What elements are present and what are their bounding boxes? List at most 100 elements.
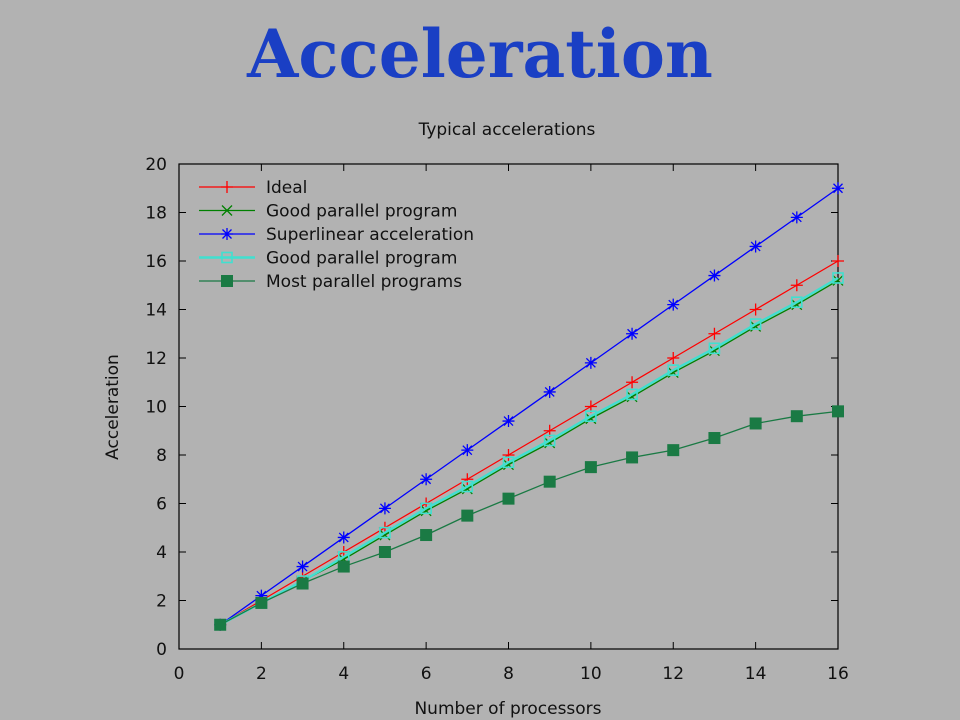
series-line bbox=[219, 187, 839, 626]
x-axis-label: Number of processors bbox=[414, 699, 601, 719]
legend-label: Ideal bbox=[266, 178, 307, 198]
legend-label: Most parallel programs bbox=[266, 272, 462, 292]
data-point bbox=[749, 303, 762, 316]
data-point bbox=[585, 410, 597, 423]
axes: 0 2 4 6 8 10 12 14 16 0 2 4 6 8 10 12 14 16 18 20 bbox=[145, 155, 848, 684]
series-line bbox=[219, 410, 839, 626]
series-5 bbox=[214, 405, 844, 631]
slide-title: Acceleration bbox=[247, 15, 713, 93]
data-point bbox=[255, 589, 268, 602]
data-point bbox=[461, 509, 474, 522]
series-layer bbox=[214, 182, 844, 631]
series-line bbox=[219, 260, 839, 626]
data-point bbox=[378, 502, 391, 515]
data-point bbox=[420, 473, 433, 486]
series-1 bbox=[214, 255, 844, 631]
y-tick-label: 14 bbox=[145, 301, 167, 321]
data-point bbox=[749, 318, 762, 330]
data-point bbox=[626, 327, 639, 340]
data-point bbox=[832, 255, 844, 267]
x-tick-label: 8 bbox=[503, 664, 514, 684]
y-tick-label: 10 bbox=[145, 398, 167, 418]
data-point bbox=[214, 618, 227, 631]
legend-marker bbox=[221, 228, 233, 240]
legend-marker bbox=[221, 275, 233, 287]
data-point bbox=[296, 577, 309, 590]
data-point bbox=[296, 560, 309, 573]
data-point bbox=[667, 364, 680, 376]
data-point bbox=[379, 526, 391, 539]
data-point bbox=[790, 279, 803, 292]
data-point bbox=[337, 560, 350, 573]
data-point bbox=[832, 182, 844, 195]
series-line bbox=[219, 276, 839, 626]
y-tick-label: 16 bbox=[145, 252, 167, 272]
data-point bbox=[626, 451, 639, 464]
data-point bbox=[667, 444, 680, 457]
legend-marker bbox=[221, 181, 233, 193]
data-point bbox=[337, 531, 350, 544]
legend-item: Superlinear acceleration bbox=[199, 225, 474, 245]
legend-label: Good parallel program bbox=[266, 249, 457, 269]
data-point bbox=[461, 473, 474, 486]
legend-marker bbox=[221, 251, 233, 264]
y-tick-label: 2 bbox=[156, 592, 167, 612]
data-point bbox=[584, 461, 597, 474]
x-tick-label: 6 bbox=[421, 664, 432, 684]
data-point bbox=[790, 211, 803, 224]
data-point bbox=[749, 240, 762, 253]
data-point bbox=[790, 410, 803, 423]
x-tick-label: 4 bbox=[338, 664, 349, 684]
legend-item: Ideal bbox=[199, 178, 307, 198]
data-point bbox=[543, 385, 556, 398]
x-tick-label: 12 bbox=[662, 664, 684, 684]
data-point bbox=[461, 444, 474, 457]
data-point bbox=[749, 417, 762, 430]
legend-item: Good parallel program bbox=[199, 249, 457, 269]
data-point bbox=[502, 449, 515, 461]
data-point bbox=[461, 480, 474, 493]
y-tick-label: 8 bbox=[156, 446, 167, 466]
data-point bbox=[502, 415, 515, 428]
legend-marker bbox=[221, 205, 233, 216]
x-tick-label: 14 bbox=[745, 664, 767, 684]
legend-item: Most parallel programs bbox=[199, 272, 462, 292]
data-point bbox=[667, 352, 680, 364]
data-point bbox=[708, 327, 721, 340]
x-tick-label: 0 bbox=[174, 664, 185, 684]
data-point bbox=[667, 298, 680, 311]
x-tick-label: 16 bbox=[827, 664, 849, 684]
data-point bbox=[255, 596, 268, 609]
legend-label: Superlinear acceleration bbox=[266, 225, 474, 245]
data-point bbox=[378, 546, 391, 558]
data-point bbox=[708, 269, 721, 282]
y-tick-label: 20 bbox=[145, 155, 167, 175]
data-point bbox=[626, 388, 638, 401]
y-tick-label: 18 bbox=[145, 204, 167, 224]
data-point bbox=[584, 356, 597, 369]
data-point bbox=[420, 502, 432, 515]
data-point bbox=[708, 342, 721, 355]
y-tick-label: 12 bbox=[145, 349, 167, 369]
legend: Ideal Good parallel program Superlinear ac… bbox=[199, 178, 474, 292]
legend-item: Good parallel program bbox=[199, 202, 457, 222]
data-point bbox=[708, 432, 721, 445]
data-point bbox=[543, 475, 556, 488]
chart-title: Typical accelerations bbox=[418, 120, 596, 140]
data-point bbox=[832, 272, 844, 284]
y-tick-label: 4 bbox=[156, 543, 167, 563]
data-point bbox=[502, 492, 515, 505]
legend-label: Good parallel program bbox=[266, 202, 457, 222]
data-point bbox=[626, 376, 639, 389]
data-point bbox=[543, 434, 556, 447]
y-tick-label: 0 bbox=[156, 640, 167, 660]
x-tick-label: 2 bbox=[256, 664, 267, 684]
series-4 bbox=[214, 272, 844, 631]
x-tick-label: 10 bbox=[580, 664, 602, 684]
y-axis-label: Acceleration bbox=[103, 354, 123, 460]
y-tick-label: 6 bbox=[156, 495, 167, 515]
data-point bbox=[502, 456, 515, 469]
data-point bbox=[791, 296, 803, 309]
data-point bbox=[420, 529, 433, 542]
